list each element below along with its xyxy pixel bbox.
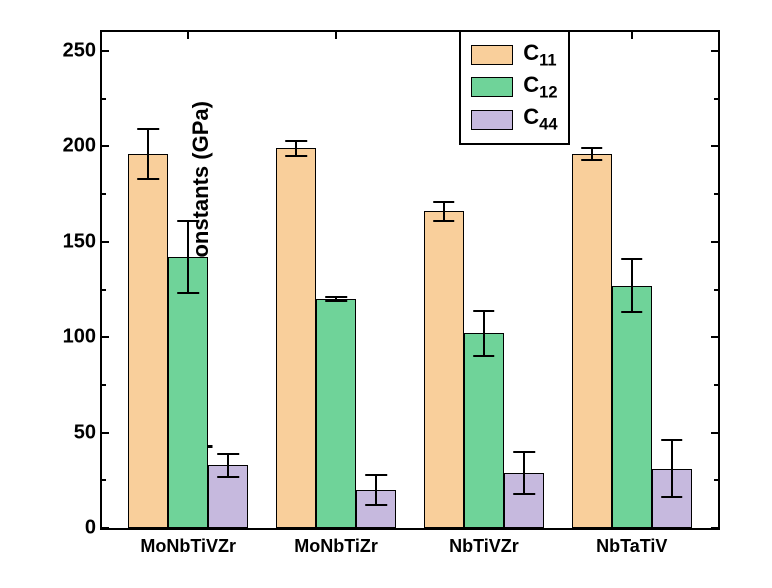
y-tick-label: 100 <box>63 326 96 349</box>
error-cap <box>325 300 347 302</box>
error-cap <box>325 296 347 298</box>
x-tick-mark <box>335 31 337 39</box>
error-cap <box>513 493 535 495</box>
y-tick-mark <box>101 336 109 338</box>
error-cap <box>661 439 683 441</box>
error-cap <box>473 310 495 312</box>
legend: C11C12C44 <box>459 30 569 145</box>
error-cap <box>137 178 159 180</box>
y-tick-label: 250 <box>63 40 96 63</box>
bar-C11 <box>424 211 464 528</box>
plot-area: 050100150200250MoNbTiVZrMoNbTiZrNbTiVZrN… <box>100 30 720 530</box>
bar-C12 <box>316 299 356 528</box>
x-tick-mark <box>631 31 633 39</box>
error-cap <box>433 201 455 203</box>
legend-swatch <box>471 110 513 130</box>
error-bar <box>147 129 149 179</box>
error-cap <box>365 504 387 506</box>
y-minor-tick <box>101 479 106 481</box>
y-tick-label: 150 <box>63 230 96 253</box>
error-bar <box>671 440 673 497</box>
legend-swatch <box>471 77 513 97</box>
error-bar <box>227 454 229 477</box>
y-tick-label: 200 <box>63 135 96 158</box>
y-tick-mark <box>711 527 719 529</box>
error-cap <box>661 496 683 498</box>
error-bar <box>523 452 525 494</box>
error-cap <box>621 258 643 260</box>
x-category-label: NbTaTiV <box>596 536 667 557</box>
legend-item: C44 <box>471 104 557 134</box>
error-cap <box>581 159 603 161</box>
y-minor-tick <box>714 289 719 291</box>
y-tick-mark <box>101 145 109 147</box>
error-cap <box>285 155 307 157</box>
y-minor-tick <box>714 479 719 481</box>
error-cap <box>217 476 239 478</box>
legend-swatch <box>471 45 513 65</box>
y-tick-mark <box>101 50 109 52</box>
bar-C11 <box>128 154 168 528</box>
y-minor-tick <box>101 193 106 195</box>
error-cap <box>581 147 603 149</box>
error-cap <box>365 474 387 476</box>
error-cap <box>177 292 199 294</box>
y-tick-mark <box>711 336 719 338</box>
y-tick-mark <box>101 527 109 529</box>
bar-C12 <box>612 286 652 528</box>
bar-C12 <box>168 257 208 528</box>
legend-label: C11 <box>523 40 556 70</box>
bar-C12 <box>464 333 504 528</box>
y-tick-label: 0 <box>85 517 96 540</box>
error-cap <box>473 355 495 357</box>
y-tick-mark <box>101 432 109 434</box>
y-minor-tick <box>101 384 106 386</box>
legend-item: C11 <box>471 40 557 70</box>
x-tick-mark <box>187 31 189 39</box>
y-minor-tick <box>714 193 719 195</box>
x-category-label: NbTiVZr <box>449 536 519 557</box>
bar-C11 <box>276 148 316 528</box>
legend-item: C12 <box>471 72 557 102</box>
y-tick-mark <box>711 50 719 52</box>
error-cap <box>285 140 307 142</box>
y-tick-label: 50 <box>74 421 96 444</box>
y-tick-mark <box>711 432 719 434</box>
y-minor-tick <box>714 98 719 100</box>
chart-container: ML predicted elastic constants (GPa) 050… <box>0 0 772 588</box>
error-cap <box>177 220 199 222</box>
error-cap <box>513 451 535 453</box>
y-minor-tick <box>101 98 106 100</box>
y-minor-tick <box>101 289 106 291</box>
error-cap <box>217 453 239 455</box>
y-tick-mark <box>711 145 719 147</box>
error-cap <box>137 128 159 130</box>
legend-label: C12 <box>523 72 557 102</box>
y-minor-tick <box>714 384 719 386</box>
bar-C11 <box>572 154 612 528</box>
error-bar <box>443 202 445 221</box>
error-bar <box>483 311 485 357</box>
error-cap <box>433 220 455 222</box>
error-bar <box>295 141 297 156</box>
x-category-label: MoNbTiVZr <box>140 536 236 557</box>
legend-label: C44 <box>523 104 557 134</box>
x-category-label: MoNbTiZr <box>294 536 378 557</box>
error-bar <box>375 475 377 506</box>
y-tick-mark <box>711 241 719 243</box>
error-bar <box>631 259 633 312</box>
error-bar <box>187 221 189 293</box>
y-tick-mark <box>101 241 109 243</box>
error-cap <box>621 311 643 313</box>
